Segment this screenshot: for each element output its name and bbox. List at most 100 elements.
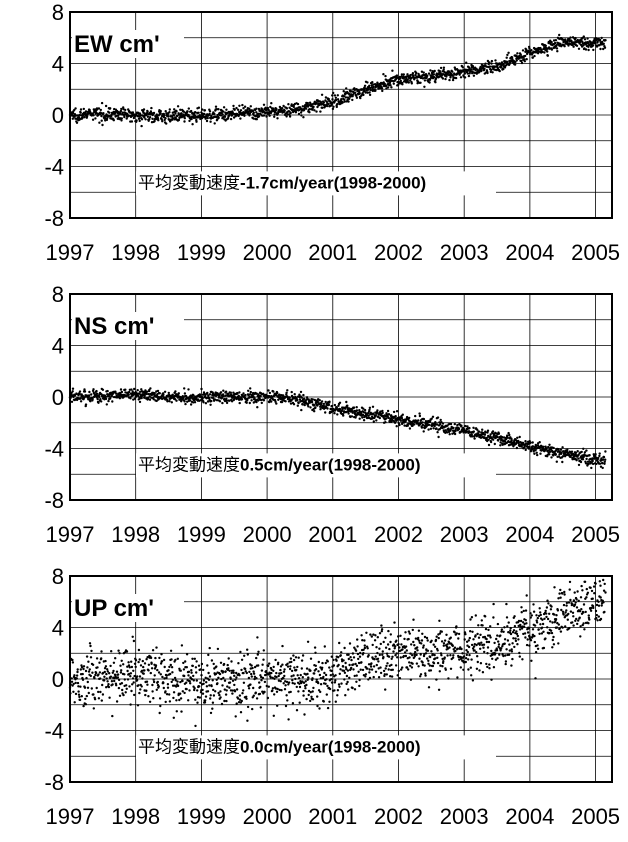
data-point: [268, 662, 271, 665]
data-point: [319, 683, 323, 686]
data-point: [366, 667, 369, 670]
data-point: [441, 422, 445, 425]
data-point: [451, 656, 455, 659]
data-point: [265, 115, 268, 118]
data-point: [573, 591, 576, 594]
data-point: [289, 111, 292, 115]
data-point: [245, 697, 248, 700]
data-point: [178, 698, 181, 702]
y-tick-label: -4: [44, 155, 64, 180]
data-point: [563, 590, 566, 594]
data-point: [419, 653, 422, 656]
data-point: [220, 702, 224, 706]
y-tick-label: -4: [44, 719, 64, 744]
data-point: [134, 659, 138, 662]
data-point: [274, 400, 277, 403]
data-point: [355, 406, 358, 409]
data-point: [239, 109, 243, 112]
data-point: [283, 109, 286, 113]
data-point: [283, 688, 287, 691]
data-point: [277, 398, 280, 401]
data-point: [199, 691, 203, 694]
data-point: [310, 695, 313, 698]
data-point: [419, 81, 422, 85]
data-point: [368, 91, 371, 94]
data-point: [518, 651, 521, 655]
data-point: [377, 660, 380, 663]
data-point: [438, 619, 441, 622]
data-point: [168, 665, 171, 669]
data-point: [219, 661, 223, 664]
data-point: [76, 681, 80, 685]
data-point: [175, 110, 178, 113]
data-point: [417, 419, 420, 422]
data-point: [452, 654, 455, 657]
data-point: [167, 391, 170, 395]
data-point: [594, 454, 597, 458]
data-point: [142, 672, 145, 675]
data-point: [187, 388, 190, 391]
data-point: [506, 53, 509, 57]
x-tick-label: 2003: [440, 240, 489, 265]
data-point: [457, 637, 460, 640]
data-point: [199, 681, 202, 684]
data-point: [219, 696, 222, 699]
data-point: [572, 599, 576, 602]
x-tick-label: 2002: [374, 804, 423, 829]
data-point: [78, 390, 82, 393]
data-point: [374, 414, 377, 417]
data-point: [392, 410, 396, 414]
data-point: [358, 409, 361, 412]
data-point: [420, 426, 424, 429]
data-point: [143, 669, 146, 672]
data-point: [313, 109, 316, 112]
data-point: [331, 107, 335, 111]
data-point: [153, 120, 156, 123]
data-point: [92, 693, 95, 696]
data-point: [320, 93, 324, 97]
data-point: [283, 668, 286, 671]
data-point: [549, 629, 553, 632]
data-point: [368, 668, 371, 671]
data-point: [488, 61, 491, 64]
data-point: [200, 662, 204, 666]
data-point: [89, 656, 93, 659]
data-point: [298, 701, 301, 704]
data-point: [488, 634, 491, 637]
data-point: [446, 654, 449, 657]
data-point: [548, 631, 551, 635]
data-point: [480, 619, 483, 622]
data-point: [341, 665, 345, 668]
data-point: [412, 618, 415, 621]
data-point: [128, 390, 131, 394]
data-point: [342, 669, 346, 672]
y-tick-label: -8: [44, 770, 64, 795]
data-point: [105, 117, 109, 120]
data-point: [590, 466, 593, 470]
data-point: [350, 658, 353, 662]
data-point: [504, 660, 508, 663]
data-point: [495, 649, 499, 652]
x-tick-label: 1999: [177, 240, 226, 265]
data-point: [132, 639, 136, 643]
data-point: [366, 647, 369, 650]
data-point: [205, 685, 209, 688]
data-point: [206, 690, 210, 693]
data-point: [215, 678, 218, 681]
data-point: [418, 657, 421, 660]
data-point: [376, 409, 379, 412]
data-point: [174, 390, 177, 393]
data-point: [272, 669, 275, 672]
data-point: [457, 427, 461, 431]
data-point: [299, 673, 302, 677]
data-point: [71, 658, 74, 662]
data-point: [200, 387, 203, 391]
data-point: [591, 462, 595, 466]
y-tick-label: 4: [52, 52, 64, 77]
data-point: [524, 619, 527, 622]
data-point: [108, 672, 111, 675]
data-point: [267, 389, 270, 392]
data-point: [236, 108, 240, 112]
data-point: [470, 435, 474, 438]
data-point: [307, 693, 310, 697]
